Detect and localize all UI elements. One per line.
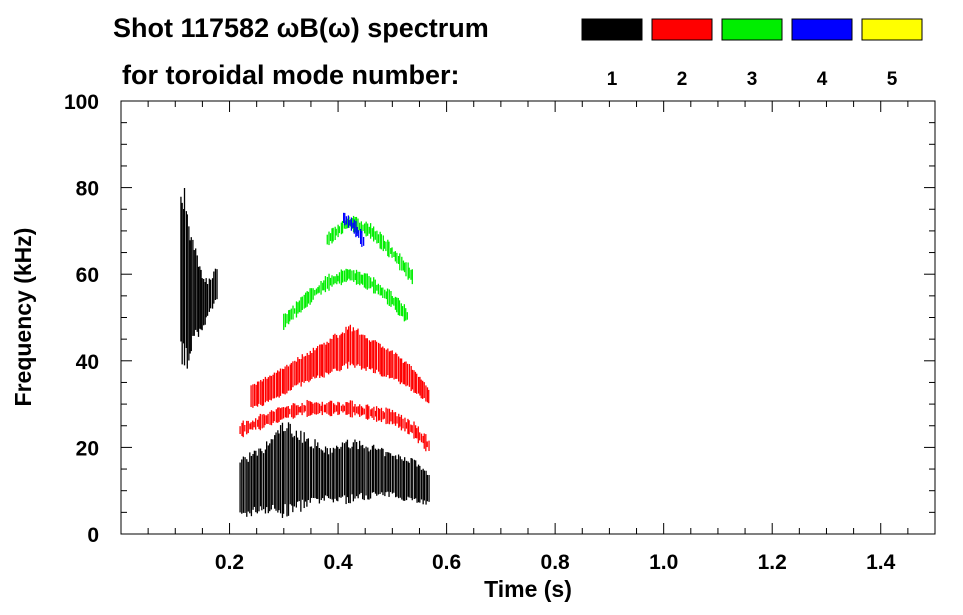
- y-axis-label: Frequency (kHz): [10, 228, 36, 407]
- legend-swatch-4: [791, 18, 853, 41]
- y-tick-label: 20: [76, 437, 99, 460]
- x-tick-label: 0.8: [541, 551, 571, 574]
- series-mode-2-3: [239, 399, 430, 452]
- legend-label-3: 3: [747, 69, 758, 90]
- x-tick-label: 0.2: [215, 551, 244, 574]
- series-mode-1-0: [239, 422, 430, 518]
- x-tick-label: 1.0: [649, 551, 678, 574]
- series-mode-3-4: [283, 268, 408, 330]
- axes: 0 20 40 60 80 100 0.2 0.4 0.6 0.8 1.0 1.2 1.4: [64, 91, 935, 574]
- x-tick-label: 1.2: [758, 551, 787, 574]
- x-tick-label: 0.4: [323, 551, 353, 574]
- y-tick-label: 0: [87, 524, 99, 547]
- spectrogram-data: [180, 188, 430, 518]
- y-tick-label: 40: [76, 351, 99, 374]
- x-tick-label: 0.6: [432, 551, 461, 574]
- legend-label-5: 5: [887, 69, 898, 90]
- legend: 1 2 3 4 5: [581, 18, 923, 90]
- y-tick-label: 80: [76, 178, 99, 201]
- legend-swatch-2: [651, 18, 713, 41]
- series-mode-4-6: [343, 212, 365, 247]
- legend-swatch-3: [721, 18, 783, 41]
- series-mode-2-2: [250, 324, 430, 408]
- legend-swatch-1: [581, 18, 643, 41]
- y-tick-label: 100: [64, 91, 99, 114]
- title-line-1: Shot 117582 ωB(ω) spectrum: [113, 13, 489, 43]
- y-tick-label: 60: [76, 264, 99, 287]
- legend-label-2: 2: [677, 69, 688, 90]
- x-tick-label: 1.4: [866, 551, 896, 574]
- legend-label-4: 4: [817, 69, 828, 90]
- series-mode-1-1: [180, 188, 218, 369]
- legend-swatch-5: [861, 18, 923, 41]
- title-line-2: for toroidal mode number:: [122, 60, 460, 90]
- x-axis-label: Time (s): [484, 576, 572, 602]
- legend-label-1: 1: [607, 69, 618, 90]
